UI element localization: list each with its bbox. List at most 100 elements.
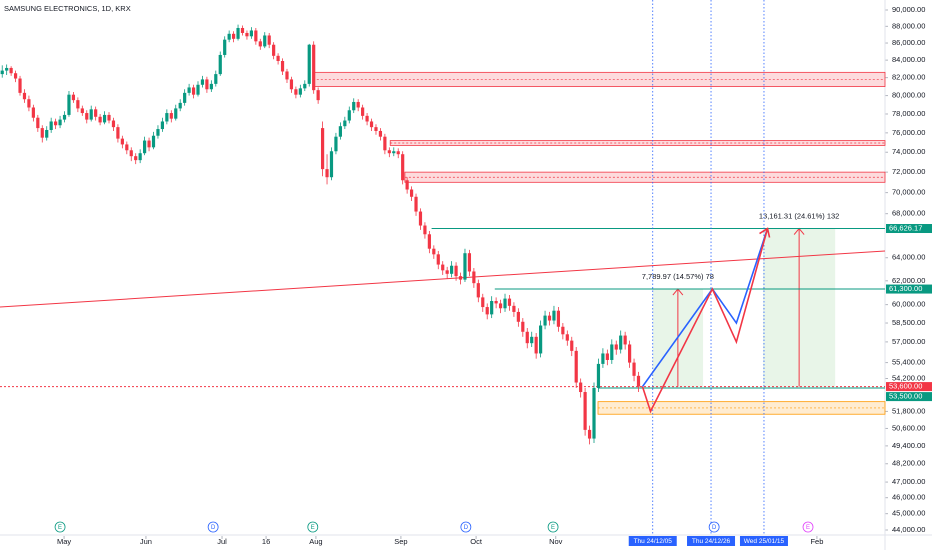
- candle-body: [298, 88, 302, 95]
- candle-body: [530, 336, 534, 344]
- candle-body: [54, 121, 58, 126]
- price-badge-label: 66,626.17: [889, 223, 922, 232]
- candle-body: [361, 107, 365, 116]
- date-badge: [739, 536, 788, 546]
- candle-body: [623, 335, 627, 345]
- event-marker: [547, 521, 559, 533]
- event-marker: [708, 521, 720, 533]
- candle-body: [481, 297, 485, 308]
- candle-body: [467, 253, 472, 272]
- candle-body: [45, 129, 49, 138]
- candle-body: [174, 108, 178, 119]
- candle-body: [76, 100, 80, 109]
- candle-body: [303, 83, 307, 89]
- candle-body: [0, 70, 4, 75]
- candle-body: [534, 336, 538, 354]
- candle-body: [383, 136, 387, 151]
- candle-body: [160, 121, 165, 130]
- candle-body: [329, 151, 334, 178]
- candle-body: [494, 301, 498, 304]
- y-tick-label: 86,000.00: [892, 38, 925, 47]
- x-tick-label: Jul: [217, 537, 227, 546]
- candle-body: [125, 144, 129, 151]
- y-tick-label: 88,000.00: [892, 21, 925, 30]
- candle-body: [392, 151, 396, 154]
- candle-body: [62, 114, 67, 120]
- x-tick-label: Sep: [394, 537, 407, 546]
- candle-body: [436, 254, 440, 265]
- price-badge: [886, 224, 932, 234]
- candle-body: [151, 135, 156, 148]
- candle-body: [13, 73, 18, 79]
- candle-body: [547, 315, 552, 321]
- y-tick-label: 44,000.00: [892, 525, 925, 534]
- y-tick-label: 46,000.00: [892, 493, 925, 502]
- candle-body: [94, 109, 98, 117]
- candle-body: [134, 156, 138, 161]
- candle-body: [156, 129, 160, 136]
- candle-body: [120, 138, 124, 145]
- candle-body: [352, 101, 356, 111]
- candle-body: [9, 67, 13, 74]
- candle-body: [512, 305, 516, 312]
- candle-body: [200, 79, 205, 85]
- candle-body: [543, 315, 547, 326]
- x-tick-label: Oct: [470, 537, 483, 546]
- price-badge: [886, 392, 932, 402]
- y-tick-label: 45,000.00: [892, 509, 925, 518]
- event-marker: [802, 521, 814, 533]
- y-tick-label: 48,200.00: [892, 459, 925, 468]
- candle-body: [628, 344, 632, 363]
- candle-body: [347, 110, 351, 121]
- candle-body: [476, 283, 480, 298]
- candle-body: [338, 126, 342, 137]
- candle-body: [49, 121, 53, 130]
- candle-body: [196, 84, 200, 95]
- x-tick-label: 16: [262, 537, 270, 546]
- event-label: D: [464, 525, 469, 531]
- candle-body: [187, 87, 191, 93]
- event-label: E: [58, 525, 62, 531]
- date-badge: [687, 536, 736, 546]
- candle-body: [280, 60, 285, 72]
- candle-body: [472, 271, 476, 284]
- candle-body: [67, 94, 71, 115]
- candle-body: [490, 301, 494, 315]
- price-badge-label: 53,500.00: [889, 392, 922, 401]
- candle-body: [356, 101, 360, 108]
- candle-body: [369, 121, 374, 128]
- projection-arrowhead: [759, 227, 771, 238]
- chart-title: SAMSUNG ELECTRONICS, 1D, KRX: [4, 4, 131, 13]
- candle-body: [539, 325, 543, 354]
- price-badge: [886, 284, 932, 294]
- candle-body: [31, 107, 35, 118]
- event-marker: [307, 521, 319, 533]
- y-tick-label: 64,000.00: [892, 253, 925, 262]
- candle-body: [574, 350, 578, 383]
- candle-body: [587, 429, 592, 439]
- y-tick-label: 84,000.00: [892, 55, 925, 64]
- candle-body: [401, 154, 405, 181]
- measure-label: 7,789.97 (14.57%) 78: [642, 272, 714, 281]
- candle-body: [209, 83, 213, 90]
- candle-body: [458, 276, 463, 280]
- candle-body: [343, 120, 347, 127]
- candle-body: [18, 78, 22, 93]
- candle-body: [427, 234, 431, 249]
- candle-body: [178, 102, 182, 109]
- event-label: D: [211, 525, 216, 531]
- candle-body: [423, 225, 427, 235]
- candle-body: [80, 108, 84, 114]
- price-badge-label: 61,300.00: [889, 284, 922, 293]
- candle-body: [374, 127, 378, 131]
- candle-body: [441, 264, 445, 271]
- candle-body: [387, 150, 391, 154]
- event-marker: [460, 521, 472, 533]
- candle-body: [565, 334, 569, 341]
- projection: [641, 228, 769, 414]
- candle-body: [312, 44, 316, 91]
- y-tick-label: 51,800.00: [892, 406, 925, 415]
- candle-body: [507, 298, 512, 306]
- candle-body: [263, 35, 267, 47]
